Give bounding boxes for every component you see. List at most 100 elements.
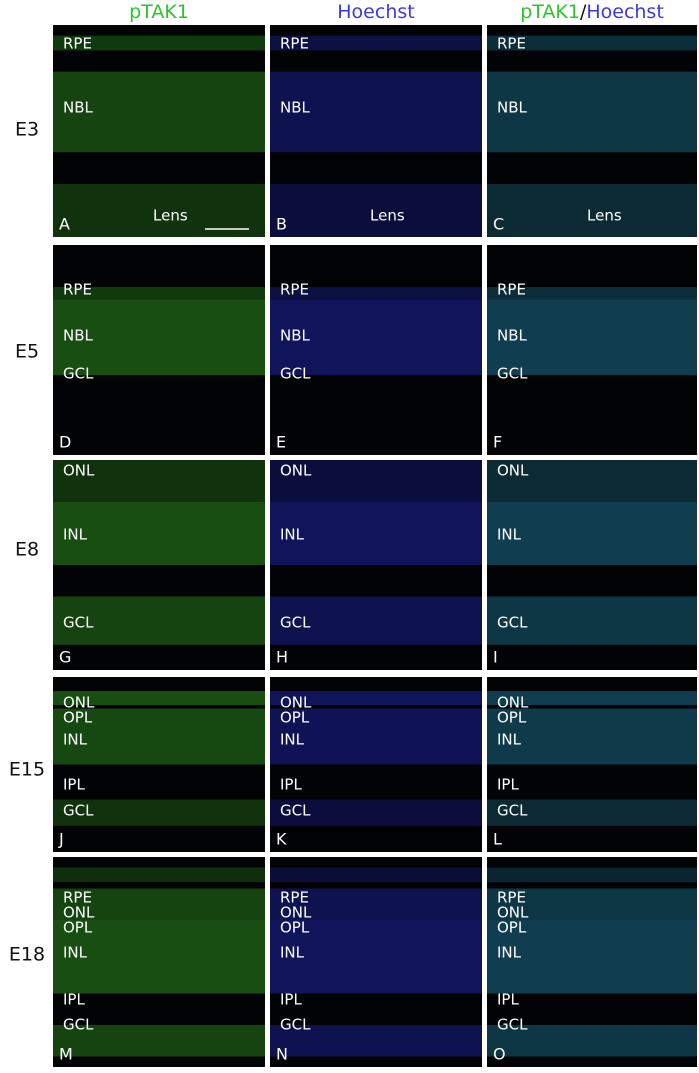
tissue-band: [53, 299, 265, 376]
tissue-band: [53, 287, 265, 300]
tissue-band: [487, 1025, 697, 1057]
panel-letter: J: [58, 830, 64, 849]
micrograph: [53, 460, 265, 670]
tissue-band: [53, 888, 265, 920]
layer-label: RPE: [497, 281, 526, 299]
tissue-band: [270, 71, 482, 153]
header-part: Hoechst: [337, 1, 414, 23]
layer-label: IPL: [497, 776, 519, 794]
micrograph: [270, 677, 482, 852]
header-part: /: [580, 1, 587, 23]
layer-label: IPL: [63, 991, 85, 1009]
tissue-band: [487, 71, 697, 153]
layer-label: INL: [497, 944, 522, 962]
panel-letter: H: [276, 648, 288, 667]
row-label: E15: [9, 759, 45, 781]
micrograph: [53, 25, 265, 237]
layer-label: OPL: [63, 709, 93, 727]
layer-label: INL: [280, 731, 305, 749]
layer-label: GCL: [63, 1016, 94, 1034]
tissue-band: [53, 708, 265, 765]
layer-label: OPL: [280, 919, 310, 937]
tissue-band: [270, 1025, 482, 1057]
panel-letter: A: [59, 215, 70, 234]
panel-letter: K: [276, 830, 287, 849]
layer-label: GCL: [280, 1016, 311, 1034]
layer-label: OPL: [497, 919, 527, 937]
tissue-band: [487, 287, 697, 300]
panel-letter: L: [493, 830, 502, 849]
tissue-band: [487, 691, 697, 705]
tissue-band: [487, 502, 697, 565]
layer-label: IPL: [63, 776, 85, 794]
tissue-band: [53, 691, 265, 705]
layer-label: ONL: [63, 694, 95, 712]
layer-label: RPE: [63, 281, 92, 299]
tissue-band: [270, 867, 482, 883]
layer-label: GCL: [497, 365, 528, 383]
micrograph: [270, 460, 482, 670]
header-part: Hoechst: [586, 1, 663, 23]
panel-letter: I: [493, 648, 498, 667]
layer-label: ONL: [280, 694, 312, 712]
layer-label: OPL: [497, 709, 527, 727]
tissue-band: [270, 502, 482, 565]
layer-label: ONL: [497, 694, 529, 712]
tissue-band: [487, 888, 697, 920]
tissue-band: [53, 502, 265, 565]
layer-label: INL: [63, 944, 88, 962]
row-label: E5: [15, 341, 39, 363]
layer-label: RPE: [280, 35, 309, 53]
layer-label: INL: [497, 526, 522, 544]
layer-label: GCL: [280, 802, 311, 820]
tissue-band: [270, 799, 482, 826]
tissue-band: [487, 184, 697, 237]
layer-label: NBL: [280, 327, 311, 345]
column-header: Hoechst: [337, 1, 414, 23]
layer-label: ONL: [280, 462, 312, 480]
layer-label: OPL: [280, 709, 310, 727]
panel-letter: G: [59, 648, 71, 667]
tissue-band: [487, 708, 697, 765]
tissue-band: [270, 184, 482, 237]
tissue-band: [270, 460, 482, 502]
layer-label: IPL: [497, 991, 519, 1009]
layer-label: ONL: [63, 904, 95, 922]
layer-label: GCL: [497, 1016, 528, 1034]
layer-label: GCL: [280, 614, 311, 632]
tissue-band: [53, 184, 265, 237]
micrograph: [270, 245, 482, 455]
tissue-band: [53, 799, 265, 826]
tissue-band: [53, 1025, 265, 1057]
layer-label: RPE: [497, 889, 526, 907]
tissue-band: [487, 799, 697, 826]
tissue-band: [487, 299, 697, 376]
layer-label: GCL: [497, 802, 528, 820]
layer-label: GCL: [497, 614, 528, 632]
panel-letter: O: [493, 1045, 506, 1064]
layer-label: RPE: [497, 35, 526, 53]
panel-letter: M: [59, 1045, 73, 1064]
row-label: E3: [15, 119, 39, 141]
tissue-band: [487, 460, 697, 502]
panel-letter: B: [276, 215, 287, 234]
micrograph: [487, 245, 697, 455]
tissue-band: [270, 287, 482, 300]
layer-label: IPL: [280, 991, 302, 1009]
layer-label: RPE: [63, 889, 92, 907]
panel-letter: D: [59, 433, 71, 452]
layer-label: INL: [280, 526, 305, 544]
tissue-band: [270, 35, 482, 51]
panel-letter: E: [276, 433, 286, 452]
micrograph: [487, 677, 697, 852]
layer-label: INL: [497, 731, 522, 749]
tissue-band: [53, 596, 265, 645]
tissue-band: [487, 596, 697, 645]
tissue-band: [487, 35, 697, 51]
micrograph: [487, 857, 697, 1067]
layer-label: GCL: [63, 614, 94, 632]
layer-label: ONL: [497, 904, 529, 922]
row-label: E8: [15, 539, 39, 561]
tissue-band: [53, 460, 265, 502]
layer-label: Lens: [370, 207, 405, 225]
